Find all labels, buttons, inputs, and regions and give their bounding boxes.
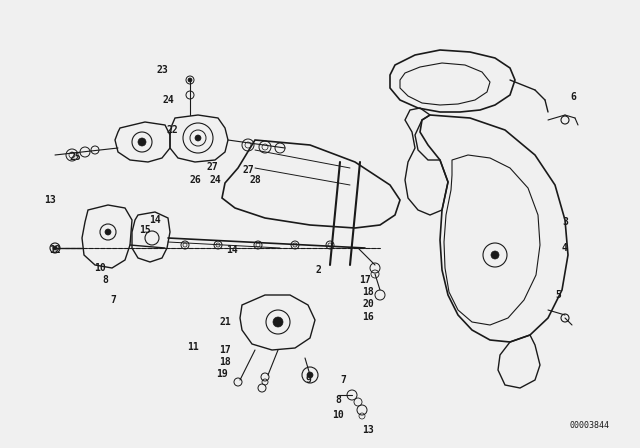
Circle shape <box>491 251 499 259</box>
Text: 17: 17 <box>359 275 371 285</box>
Text: 26: 26 <box>189 175 201 185</box>
Text: 16: 16 <box>362 312 374 322</box>
Text: 3: 3 <box>562 217 568 227</box>
Text: 6: 6 <box>570 92 576 102</box>
Text: 13: 13 <box>44 195 56 205</box>
Circle shape <box>138 138 146 146</box>
Text: 8: 8 <box>102 275 108 285</box>
Text: 9: 9 <box>305 375 311 385</box>
Text: 17: 17 <box>219 345 231 355</box>
Text: 25: 25 <box>69 152 81 162</box>
Text: 21: 21 <box>219 317 231 327</box>
Text: 10: 10 <box>332 410 344 420</box>
Text: 23: 23 <box>156 65 168 75</box>
Text: 28: 28 <box>249 175 261 185</box>
Text: 4: 4 <box>562 243 568 253</box>
Text: 10: 10 <box>94 263 106 273</box>
Text: 20: 20 <box>362 299 374 309</box>
Circle shape <box>53 246 57 250</box>
Text: 22: 22 <box>166 125 178 135</box>
Circle shape <box>307 372 313 378</box>
Text: 8: 8 <box>335 395 341 405</box>
Circle shape <box>195 135 201 141</box>
Text: 15: 15 <box>139 225 151 235</box>
Circle shape <box>188 78 192 82</box>
Text: 24: 24 <box>162 95 174 105</box>
Text: 27: 27 <box>242 165 254 175</box>
Circle shape <box>273 317 283 327</box>
Text: 27: 27 <box>206 162 218 172</box>
Text: 5: 5 <box>555 290 561 300</box>
Text: 13: 13 <box>362 425 374 435</box>
Text: 18: 18 <box>219 357 231 367</box>
Text: 00003844: 00003844 <box>570 421 610 430</box>
Text: 18: 18 <box>362 287 374 297</box>
Circle shape <box>105 229 111 235</box>
Text: 14: 14 <box>226 245 238 255</box>
Text: 2: 2 <box>315 265 321 275</box>
Text: 19: 19 <box>216 369 228 379</box>
Text: 7: 7 <box>110 295 116 305</box>
Text: 11: 11 <box>187 342 199 352</box>
Text: 24: 24 <box>209 175 221 185</box>
Text: 14: 14 <box>149 215 161 225</box>
Text: 12: 12 <box>49 245 61 255</box>
Text: 7: 7 <box>340 375 346 385</box>
